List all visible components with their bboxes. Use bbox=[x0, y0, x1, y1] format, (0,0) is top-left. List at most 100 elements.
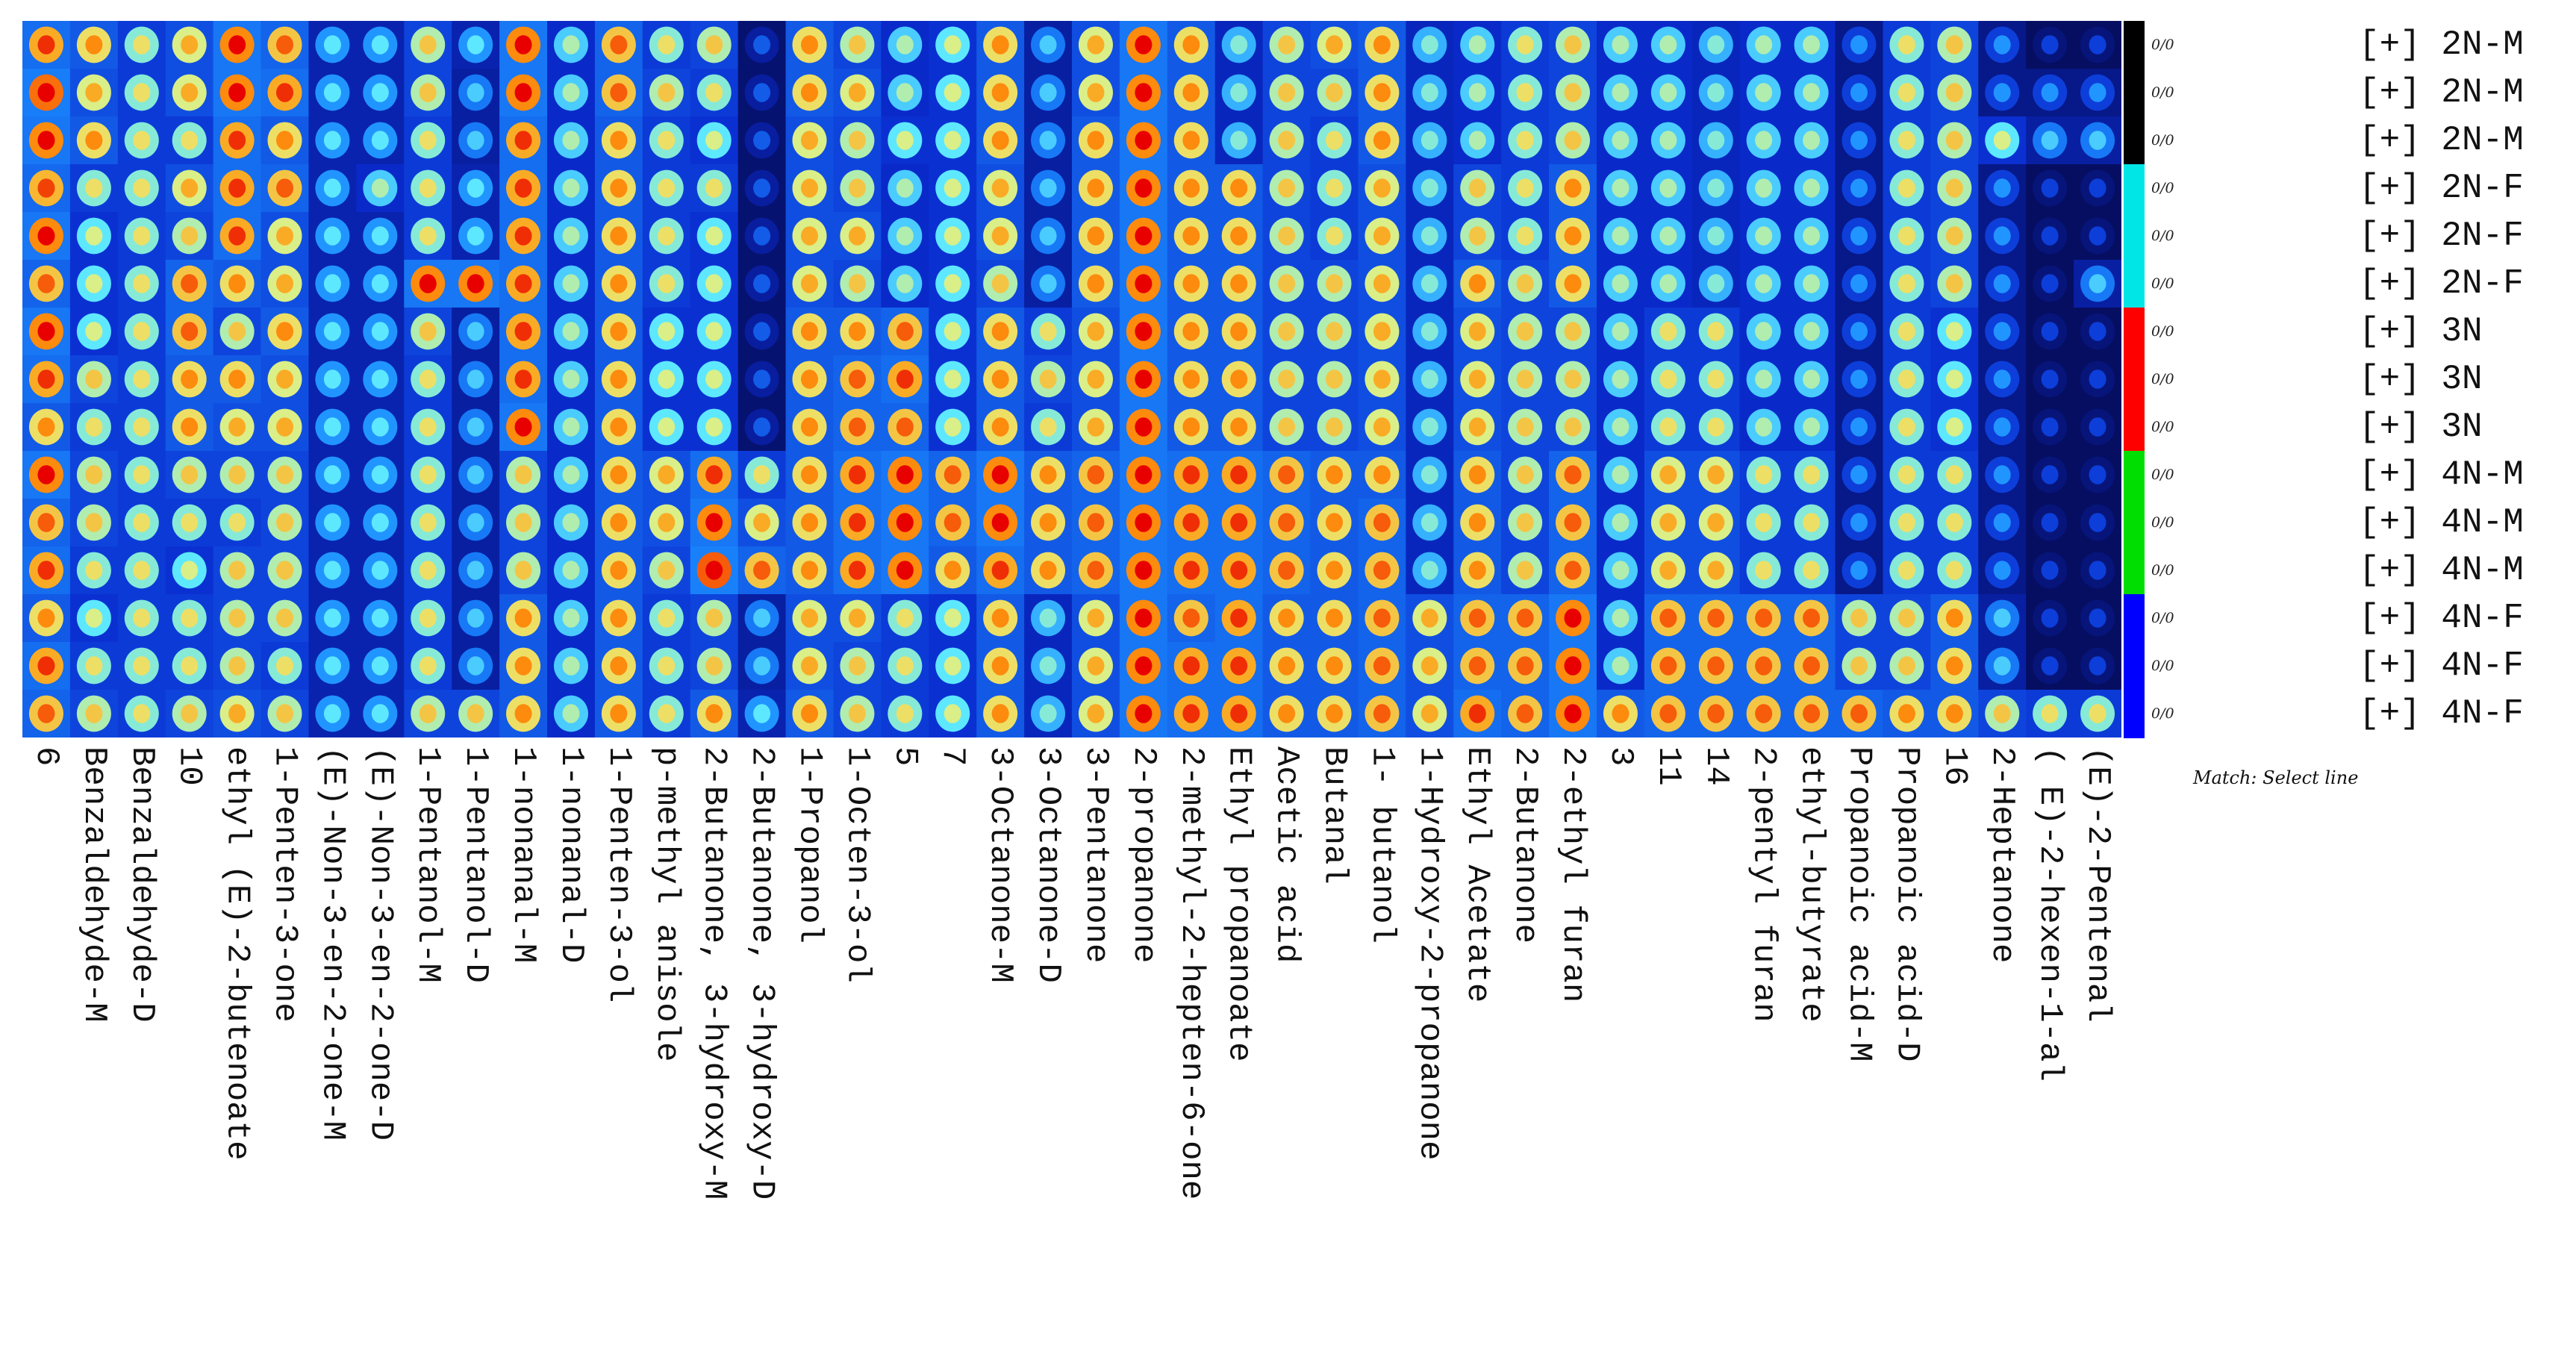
heatmap-cell-core bbox=[1278, 369, 1296, 389]
column-label: 2-Heptanone bbox=[1983, 746, 2021, 964]
heatmap-cell-core bbox=[1993, 561, 2011, 580]
column-label: 2-Butanone bbox=[1506, 746, 1544, 944]
heatmap-cell-core bbox=[800, 656, 819, 676]
legend-segment-4n-f bbox=[2124, 690, 2145, 738]
row-label[interactable]: [+] 4N-M bbox=[2359, 455, 2524, 494]
heatmap-cell-core bbox=[562, 226, 580, 246]
heatmap-cell-core bbox=[1516, 513, 1534, 532]
heatmap-cell-core bbox=[275, 417, 294, 437]
row-label[interactable]: [+] 2N-F bbox=[2359, 264, 2524, 303]
heatmap-cell-core bbox=[85, 656, 103, 676]
heatmap-cell-core bbox=[37, 83, 55, 102]
heatmap-cell-core bbox=[562, 513, 580, 532]
heatmap-cell-core bbox=[371, 178, 389, 198]
heatmap-cell-core bbox=[1135, 417, 1153, 437]
legend-segment-3n bbox=[2124, 308, 2145, 356]
heatmap-cell-core bbox=[658, 274, 676, 293]
heatmap-cell-core bbox=[1707, 131, 1725, 150]
heatmap-cell-core bbox=[1755, 417, 1773, 437]
heatmap-cell-core bbox=[753, 561, 771, 580]
heatmap-cell-core bbox=[85, 465, 103, 484]
heatmap-cell-core bbox=[848, 608, 866, 628]
heatmap-cell-core bbox=[467, 417, 484, 437]
heatmap-cell-core bbox=[1468, 178, 1486, 198]
heatmap-cell-core bbox=[85, 35, 103, 54]
heatmap-cell-core bbox=[1087, 561, 1105, 580]
heatmap-cell-core bbox=[1039, 274, 1057, 293]
heatmap-cell-core bbox=[658, 465, 676, 484]
heatmap-cell-core bbox=[610, 274, 628, 293]
heatmap-cell-core bbox=[562, 83, 580, 102]
heatmap-cell-core bbox=[1755, 656, 1773, 676]
row-label[interactable]: [+] 4N-M bbox=[2359, 503, 2524, 542]
row-label[interactable]: [+] 3N bbox=[2359, 312, 2483, 351]
heatmap-cell-core bbox=[1039, 656, 1057, 676]
heatmap-cell-core bbox=[323, 131, 341, 150]
column-label: 11 bbox=[1649, 746, 1687, 786]
row-label[interactable]: [+] 4N-F bbox=[2359, 694, 2524, 733]
heatmap-cell-core bbox=[610, 608, 628, 628]
row-label[interactable]: [+] 2N-M bbox=[2359, 73, 2524, 112]
heatmap-cell-core bbox=[2089, 83, 2106, 102]
row-label[interactable]: [+] 2N-M bbox=[2359, 121, 2524, 160]
heatmap-cell-core bbox=[514, 131, 532, 150]
heatmap-cell-core bbox=[1325, 322, 1344, 341]
heatmap-cell-core bbox=[1659, 608, 1677, 628]
row-label[interactable]: [+] 2N-M bbox=[2359, 25, 2524, 64]
row-label[interactable]: [+] 4N-F bbox=[2359, 646, 2524, 685]
heatmap-cell-core bbox=[944, 178, 961, 198]
row-label[interactable]: [+] 2N-F bbox=[2359, 169, 2524, 208]
heatmap-cell-core bbox=[85, 417, 103, 437]
heatmap-cell-core bbox=[1850, 561, 1868, 580]
heatmap-cell-core bbox=[1230, 131, 1248, 150]
heatmap-cell-core bbox=[944, 35, 961, 54]
heatmap-cell-core bbox=[85, 369, 103, 389]
heatmap-cell-core bbox=[514, 608, 532, 628]
heatmap-cell-core bbox=[1516, 561, 1534, 580]
heatmap-cell-core bbox=[419, 131, 437, 150]
heatmap-cell-core bbox=[1516, 656, 1534, 676]
heatmap-cell-core bbox=[800, 561, 819, 580]
heatmap-cell-core bbox=[275, 178, 294, 198]
column-label: 2-methyl-2-hepten-6-one bbox=[1172, 746, 1210, 1200]
heatmap-cell-core bbox=[1707, 178, 1725, 198]
row-label[interactable]: [+] 4N-F bbox=[2359, 599, 2524, 637]
heatmap-cell-core bbox=[1278, 513, 1296, 532]
row-label[interactable]: [+] 3N bbox=[2359, 360, 2483, 399]
row-label[interactable]: [+] 2N-F bbox=[2359, 216, 2524, 255]
heatmap-cell-core bbox=[2089, 561, 2106, 580]
heatmap-cell-core bbox=[1945, 704, 1963, 723]
heatmap-cell-core bbox=[228, 656, 246, 676]
heatmap-cell-core bbox=[1803, 417, 1821, 437]
column-label: 1-Pentanol-M bbox=[409, 746, 447, 983]
heatmap-cell-core bbox=[1564, 131, 1582, 150]
heatmap-cell-core bbox=[848, 465, 866, 484]
heatmap-cell-core bbox=[1516, 131, 1534, 150]
heatmap-cell-core bbox=[419, 274, 437, 293]
column-label: 3-Octanone-D bbox=[1029, 746, 1067, 983]
heatmap-cell-core bbox=[1278, 417, 1296, 437]
column-label: Acetic acid bbox=[1267, 746, 1306, 964]
heatmap-cell-core bbox=[419, 608, 437, 628]
row-label[interactable]: [+] 3N bbox=[2359, 408, 2483, 446]
column-label: 14 bbox=[1697, 746, 1735, 786]
heatmap-cell-core bbox=[1373, 561, 1391, 580]
heatmap-cell-core bbox=[37, 35, 55, 54]
heatmap-cell-core bbox=[705, 608, 723, 628]
heatmap-cell-core bbox=[800, 226, 819, 246]
heatmap-cell-core bbox=[944, 369, 961, 389]
heatmap-cell-core bbox=[133, 131, 151, 150]
legend-segment-3n bbox=[2124, 355, 2145, 404]
column-label: 10 bbox=[170, 746, 208, 786]
heatmap-cell-core bbox=[1230, 35, 1248, 54]
heatmap-cell-core bbox=[1659, 704, 1677, 723]
row-label[interactable]: [+] 4N-M bbox=[2359, 551, 2524, 590]
match-select-line-label[interactable]: Match: Select line bbox=[2193, 767, 2359, 788]
legend-segment-2n-m bbox=[2124, 116, 2145, 165]
heatmap-cell-core bbox=[658, 83, 676, 102]
heatmap-cell-core bbox=[133, 608, 151, 628]
heatmap-cell-core bbox=[610, 83, 628, 102]
heatmap-cell-core bbox=[371, 608, 389, 628]
heatmap-cell-core bbox=[944, 274, 961, 293]
heatmap-cell-core bbox=[514, 226, 532, 246]
